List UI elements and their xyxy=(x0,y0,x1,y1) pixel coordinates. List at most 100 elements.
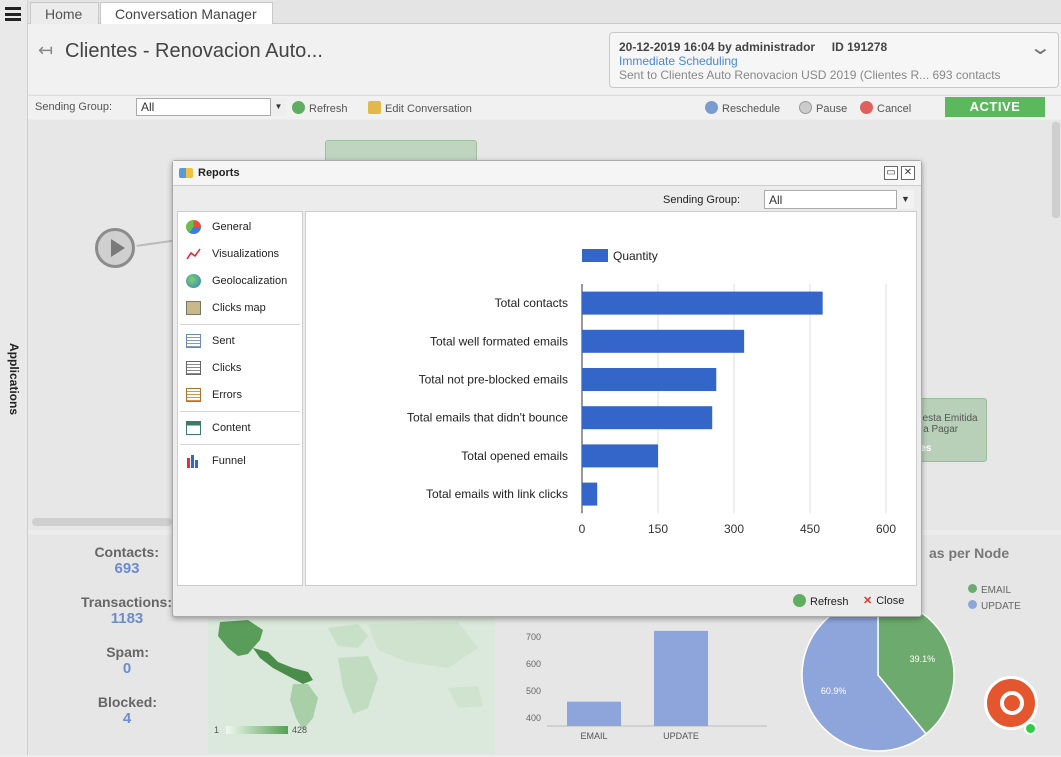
category-label: Total emails with link clicks xyxy=(426,487,568,501)
bar xyxy=(582,291,823,315)
x-tick-label: 450 xyxy=(800,522,820,536)
category-label: Total opened emails xyxy=(461,449,568,463)
channel-label: UPDATE xyxy=(663,731,699,741)
funnel-chart-icon xyxy=(186,454,201,468)
category-label: Total emails that didn't bounce xyxy=(407,411,568,425)
play-icon[interactable] xyxy=(95,228,135,268)
close-x-icon: ✕ xyxy=(863,595,873,607)
channel-label: EMAIL xyxy=(580,731,607,741)
canvas-scrollbar[interactable] xyxy=(1052,122,1060,218)
clicks-table-icon xyxy=(186,361,201,375)
x-tick-label: 0 xyxy=(579,522,586,536)
nav-item-clicks-map[interactable]: Clicks map xyxy=(184,298,302,318)
modal-refresh-button[interactable]: Refresh xyxy=(793,594,849,608)
refresh-button[interactable]: Refresh xyxy=(292,101,348,115)
reports-chart-area: 0 150 300 450 600 Quantity Total contacts Total… xyxy=(305,211,917,586)
category-label: Total not pre-blocked emails xyxy=(419,373,568,387)
y-tick-label: 600 xyxy=(526,659,541,669)
legend-swatch xyxy=(582,249,608,262)
nav-label: Content xyxy=(212,422,251,434)
content-icon xyxy=(186,421,201,435)
refresh-icon xyxy=(793,594,806,607)
nav-label: Funnel xyxy=(212,455,246,467)
nav-item-general[interactable]: General xyxy=(184,217,302,237)
contacts-label: Contacts: xyxy=(94,544,159,560)
nav-item-funnel[interactable]: Funnel xyxy=(184,451,302,471)
blocked-value: 4 xyxy=(122,710,132,727)
nav-divider xyxy=(180,411,300,412)
world-map-shape xyxy=(218,620,483,730)
status-badge[interactable]: ACTIVE xyxy=(945,97,1045,117)
edit-conversation-button[interactable]: Edit Conversation xyxy=(368,101,472,115)
nav-divider xyxy=(180,444,300,445)
reschedule-button[interactable]: Reschedule xyxy=(705,101,780,115)
reports-dialog-header[interactable] xyxy=(173,161,921,186)
nav-label: Errors xyxy=(212,389,242,401)
category-label: Total well formated emails xyxy=(430,334,568,348)
pencil-icon xyxy=(368,101,381,114)
back-arrow-icon[interactable]: ↤ xyxy=(38,40,54,60)
page-title: Clientes - Renovacion Auto... xyxy=(65,40,323,62)
node-label-line2: r a Pagar xyxy=(917,424,959,435)
dropdown-arrow-icon[interactable]: ▼ xyxy=(270,98,286,116)
nav-item-visualizations[interactable]: Visualizations xyxy=(184,244,302,264)
transactions-label: Transactions: xyxy=(80,594,172,610)
cancel-label: Cancel xyxy=(877,103,912,115)
x-tick-label: 300 xyxy=(724,522,744,536)
funnel-bar-chart: 0 150 300 450 600 Quantity Total contacts Total… xyxy=(407,249,896,536)
y-tick-label: 400 xyxy=(526,713,541,723)
flow-node-right[interactable]: uesta Emitida r a Pagar tes xyxy=(912,398,987,462)
reports-nav: General Visualizations Geolocalization C… xyxy=(177,211,303,586)
tab-conversation-manager[interactable]: Conversation Manager × xyxy=(100,2,273,38)
transactions-value: 1183 xyxy=(110,610,144,627)
modal-sending-group-select[interactable]: All xyxy=(764,190,914,209)
modal-sending-group-label: Sending Group: xyxy=(663,194,741,206)
nav-item-content[interactable]: Content xyxy=(184,418,302,438)
chevron-down-icon[interactable]: ▼ xyxy=(896,190,914,209)
legend-dot-email xyxy=(968,584,977,593)
tab-home[interactable]: Home xyxy=(30,2,99,24)
pause-button[interactable]: Pause xyxy=(799,101,847,115)
modal-refresh-label: Refresh xyxy=(810,596,849,608)
modal-close-label: Close xyxy=(876,595,905,607)
hamburger-icon[interactable] xyxy=(5,7,21,21)
scheduling-link[interactable]: Immediate Scheduling xyxy=(619,54,738,68)
flow-node-top[interactable] xyxy=(325,140,477,162)
nav-item-sent[interactable]: Sent xyxy=(184,331,302,351)
category-label: Total contacts xyxy=(495,296,568,310)
chat-logo-icon[interactable] xyxy=(984,676,1038,730)
legend-update-label: UPDATE xyxy=(981,601,1021,612)
node-label-line1: uesta Emitida xyxy=(917,413,978,424)
pie-slice-label: 60.9% xyxy=(821,686,847,696)
x-tick-label: 150 xyxy=(648,522,668,536)
maximize-icon[interactable]: ▭ xyxy=(884,166,898,180)
splitter-handle[interactable] xyxy=(32,518,172,526)
channel-bar xyxy=(654,630,708,726)
info-recipients: Sent to Clientes Auto Renovacion USD 201… xyxy=(619,68,1001,82)
cancel-button[interactable]: Cancel xyxy=(860,101,911,115)
refresh-label: Refresh xyxy=(309,103,348,115)
sending-group-select[interactable]: All xyxy=(136,98,286,116)
applications-label[interactable]: Applications xyxy=(7,343,21,416)
nav-item-geolocalization[interactable]: Geolocalization xyxy=(184,271,302,291)
nav-item-clicks[interactable]: Clicks xyxy=(184,358,302,378)
nav-label: Geolocalization xyxy=(212,275,288,287)
globe-icon xyxy=(186,274,201,288)
reports-title: Reports xyxy=(198,167,240,179)
x-tick-label: 600 xyxy=(876,522,896,536)
bar xyxy=(582,482,598,506)
close-icon[interactable]: ✕ xyxy=(901,166,915,180)
contacts-value: 693 xyxy=(114,560,140,577)
nav-label: Clicks map xyxy=(212,302,266,314)
modal-close-button[interactable]: ✕ Close xyxy=(863,594,904,607)
errors-table-icon xyxy=(186,388,201,402)
nav-item-errors[interactable]: Errors xyxy=(184,385,302,405)
conversation-info-box[interactable]: 20-12-2019 16:04 by administrador ID 191… xyxy=(609,32,1059,88)
clock-icon xyxy=(705,101,718,114)
map-legend-gradient xyxy=(226,726,288,734)
legend-dot-update xyxy=(968,600,977,609)
nav-label: Clicks xyxy=(212,362,242,374)
map-legend-min: 1 xyxy=(214,725,220,735)
bar xyxy=(582,368,717,391)
chevron-down-icon[interactable]: ⌄ xyxy=(1028,37,1053,59)
